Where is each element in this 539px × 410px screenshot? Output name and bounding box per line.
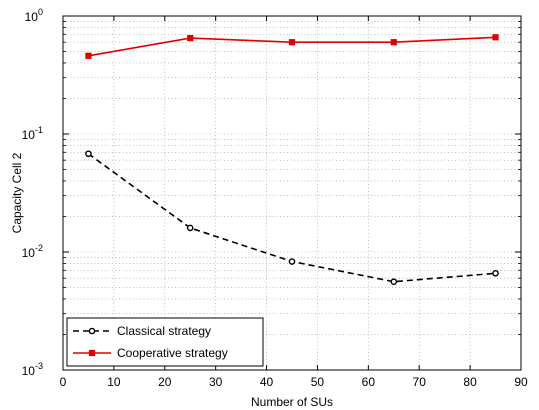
data-point — [492, 269, 499, 277]
data-point — [492, 34, 499, 41]
series-group — [85, 34, 499, 286]
x-tick-label: 10 — [107, 375, 121, 389]
data-point — [88, 327, 96, 335]
y-axis-label: Capacity Cell 2 — [10, 152, 24, 233]
x-tick-label: 30 — [209, 375, 223, 389]
x-tick-label: 20 — [158, 375, 172, 389]
data-point — [85, 150, 92, 158]
x-tick-label: 70 — [413, 375, 427, 389]
grid — [63, 16, 521, 370]
plot-frame — [62, 15, 522, 371]
y-tick-label: 10-3 — [22, 361, 43, 378]
legend-label: Cooperative strategy — [117, 346, 228, 360]
x-tick-label: 0 — [60, 375, 67, 389]
series-classical-strategy — [85, 150, 499, 286]
data-point — [187, 34, 194, 42]
legend-label: Classical strategy — [117, 324, 211, 338]
series-cooperative-strategy — [85, 34, 499, 59]
y-tick-label: 10-2 — [22, 243, 43, 260]
y-tick-label: 100 — [25, 7, 43, 24]
axis-ticks: 0 10 20 30 40 50 60 70 80 90 10-3 10-2 10-1 100 — [22, 7, 528, 389]
data-point — [88, 349, 96, 357]
x-tick-label: 40 — [260, 375, 274, 389]
data-point — [186, 224, 194, 232]
x-tick-label: 50 — [311, 375, 325, 389]
x-tick-label: 60 — [362, 375, 376, 389]
legend-box — [66, 317, 264, 367]
data-point — [288, 39, 296, 46]
y-tick-label: 10-1 — [22, 125, 43, 142]
data-point — [288, 258, 296, 265]
x-tick-label: 90 — [514, 375, 528, 389]
data-point — [390, 278, 398, 286]
x-axis-label: Number of SUs — [251, 395, 333, 409]
x-tick-label: 80 — [463, 375, 477, 389]
data-point — [390, 39, 397, 46]
data-point — [85, 52, 92, 59]
legend: Classical strategy Cooperative strategy — [66, 317, 264, 367]
